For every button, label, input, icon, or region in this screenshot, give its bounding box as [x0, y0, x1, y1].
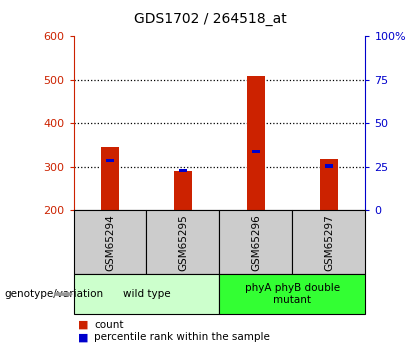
Text: GSM65294: GSM65294 — [105, 214, 115, 271]
Text: genotype/variation: genotype/variation — [4, 289, 103, 299]
Text: GSM65296: GSM65296 — [251, 214, 261, 271]
Bar — [325, 164, 333, 168]
Text: percentile rank within the sample: percentile rank within the sample — [94, 332, 270, 342]
Bar — [174, 171, 192, 210]
Text: wild type: wild type — [123, 289, 170, 299]
Text: ■: ■ — [78, 332, 88, 342]
Text: GSM65295: GSM65295 — [178, 214, 188, 271]
Text: ■: ■ — [78, 320, 88, 330]
Text: GSM65297: GSM65297 — [324, 214, 334, 271]
Bar — [106, 159, 114, 162]
Text: phyA phyB double
mutant: phyA phyB double mutant — [245, 283, 340, 305]
Bar — [101, 147, 119, 210]
Bar — [179, 169, 187, 172]
Bar — [247, 76, 265, 210]
Text: GDS1702 / 264518_at: GDS1702 / 264518_at — [134, 12, 286, 26]
Bar — [320, 159, 338, 210]
Text: count: count — [94, 320, 124, 330]
Bar — [252, 150, 260, 154]
